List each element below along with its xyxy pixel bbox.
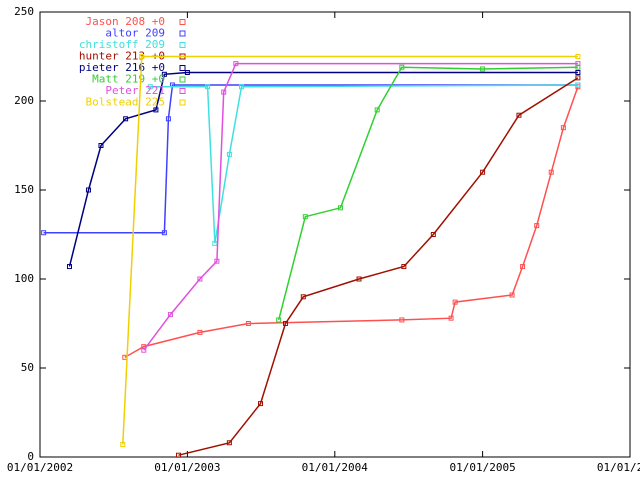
legend-label: pieter 216 +0 [79,61,165,74]
y-tick-label: 150 [14,183,34,196]
legend-label: Jason 208 +0 [86,15,165,28]
data-point [141,347,147,353]
x-tick-label: 01/01/2003 [154,461,220,474]
data-point [161,230,167,236]
data-point [374,107,380,113]
data-point [176,452,182,458]
data-point [300,294,306,300]
data-point [41,230,47,236]
data-point [401,264,407,270]
data-point [283,321,289,326]
data-point [575,82,581,88]
y-tick-label: 200 [14,94,34,107]
series-line [122,55,578,445]
data-point [120,442,126,448]
series-line [178,77,579,456]
data-point [452,299,458,305]
data-point [98,143,104,148]
legend-label: Peter 221 [105,84,165,97]
data-point [197,329,203,335]
data-point [257,401,263,407]
y-tick-label: 50 [21,361,34,374]
data-point [233,61,239,67]
data-point [575,61,581,67]
legend-swatch [179,88,186,94]
series-line [43,84,578,234]
data-point [520,264,526,270]
legend-label: altor 209 [105,27,165,40]
y-tick-label: 100 [14,272,34,285]
data-point [480,66,486,72]
data-point [516,112,522,118]
data-point [534,223,540,229]
legend-swatch [179,99,186,106]
data-point [214,258,220,264]
legend-swatch [179,65,186,71]
data-point [575,75,581,81]
data-point [123,116,129,122]
x-tick-label: 01/01/2002 [7,461,73,474]
data-point [399,317,405,323]
data-point [226,151,232,157]
data-point [85,187,91,193]
data-point [480,169,486,175]
x-tick-label: 01/01/2004 [302,461,369,474]
series-line [150,84,578,244]
data-point [147,84,153,90]
data-point [337,205,343,211]
data-point [575,70,581,76]
data-point [165,116,171,122]
data-point [161,71,167,77]
data-point [560,125,566,131]
series-line [68,71,578,267]
data-point [212,240,218,246]
data-point [167,312,173,318]
legend-label: christoff 209 [79,38,165,51]
data-point [205,84,211,90]
legend-swatch [179,30,186,37]
data-point [430,232,436,237]
data-point [66,264,72,270]
series-line [143,62,578,351]
legend-swatch [179,19,186,25]
data-point [509,292,515,298]
data-point [245,321,251,326]
data-point [448,315,454,321]
x-tick-label: 01/01/2005 [449,461,515,474]
series-line [277,66,578,321]
data-point [139,54,145,59]
data-point [197,276,203,282]
legend-swatch [179,42,186,48]
legend-swatch [179,76,186,83]
data-point [356,276,362,282]
data-point [184,70,190,76]
data-point [399,64,405,70]
legend-label: Matt 219 +0 [92,73,165,86]
data-point [276,317,282,323]
legend-label: hunter 213 +0 [79,50,165,63]
data-point [548,169,554,175]
data-point [221,89,227,95]
data-point [302,214,308,220]
series-line [124,86,579,358]
data-point [226,440,232,446]
y-tick-label: 250 [14,5,34,18]
data-point [153,107,159,113]
legend-label: Bolstead 225 [86,96,165,109]
data-point [239,84,245,90]
data-point [575,54,581,59]
x-tick-label: 01/01/2006 [597,461,640,474]
y-tick-label: 0 [27,450,34,463]
